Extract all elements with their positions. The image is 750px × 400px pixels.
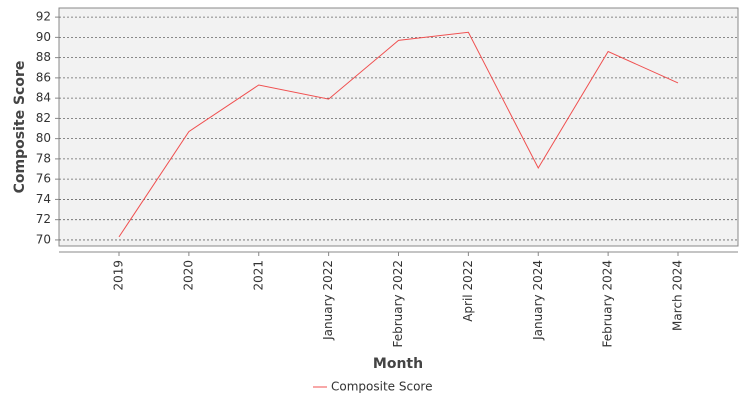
y-tick-label: 88 bbox=[36, 50, 51, 64]
x-tick-label: February 2022 bbox=[391, 260, 405, 348]
x-tick-label: January 2022 bbox=[321, 260, 335, 341]
y-tick-label: 72 bbox=[36, 212, 51, 226]
y-tick-label: 76 bbox=[36, 172, 51, 186]
legend-label: Composite Score bbox=[331, 380, 432, 394]
y-tick-label: 86 bbox=[36, 70, 51, 84]
y-tick-label: 74 bbox=[36, 192, 51, 206]
x-axis-title: Month bbox=[373, 356, 423, 372]
y-axis-title: Composite Score bbox=[12, 61, 28, 194]
x-tick-label: 2020 bbox=[181, 260, 195, 291]
x-tick-label: 2019 bbox=[112, 260, 126, 291]
y-tick-label: 78 bbox=[36, 151, 51, 165]
y-tick-label: 80 bbox=[36, 131, 51, 145]
y-tick-label: 90 bbox=[36, 30, 51, 44]
data-line bbox=[118, 31, 679, 238]
x-tick-label: 2021 bbox=[251, 260, 265, 291]
y-tick-label: 92 bbox=[36, 10, 51, 24]
x-tick-label: April 2022 bbox=[461, 260, 475, 322]
x-tick-label: January 2024 bbox=[531, 260, 545, 341]
y-tick-label: 84 bbox=[36, 91, 51, 105]
x-tick-label: February 2024 bbox=[601, 260, 615, 348]
plot-area bbox=[58, 7, 739, 247]
y-tick-label: 70 bbox=[36, 232, 51, 246]
y-tick-label: 82 bbox=[36, 111, 51, 125]
x-tick-label: March 2024 bbox=[671, 260, 685, 331]
